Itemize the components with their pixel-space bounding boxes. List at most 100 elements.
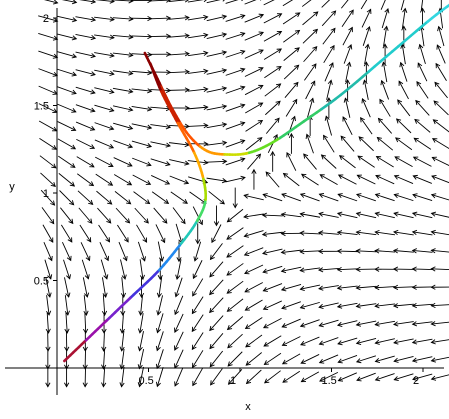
- field-arrow: [282, 0, 294, 7]
- field-arrow: [430, 339, 449, 345]
- field-arrow: [227, 333, 243, 349]
- field-arrow: [261, 231, 283, 237]
- field-arrow: [262, 265, 283, 274]
- field-arrow: [337, 174, 357, 185]
- field-arrow: [174, 295, 184, 316]
- field-arrow: [187, 86, 209, 92]
- field-arrow: [206, 14, 228, 22]
- field-arrow: [244, 13, 265, 23]
- field-arrow: [300, 371, 320, 383]
- field-arrow: [112, 52, 134, 58]
- field-arrow: [392, 266, 414, 272]
- field-arrow: [64, 330, 70, 352]
- field-arrow: [131, 0, 153, 4]
- field-arrow: [45, 348, 51, 370]
- field-arrow: [119, 366, 125, 388]
- field-arrow: [299, 267, 321, 273]
- field-arrow: [75, 86, 96, 95]
- field-arrow: [320, 154, 337, 169]
- field-arrow: [57, 86, 77, 95]
- field-arrow: [318, 193, 339, 202]
- field-arrow: [192, 367, 204, 387]
- field-arrow: [98, 224, 111, 243]
- field-arrow: [336, 266, 358, 273]
- field-arrow: [411, 229, 433, 236]
- field-arrow: [264, 66, 282, 79]
- field-arrow: [299, 211, 321, 218]
- field-arrow: [299, 301, 320, 310]
- field-arrow: [244, 67, 264, 77]
- field-arrow: [317, 267, 339, 273]
- field-arrow: [360, 116, 373, 135]
- field-arrow: [434, 81, 448, 99]
- field-arrow: [174, 277, 183, 298]
- field-arrow: [44, 259, 53, 280]
- field-arrow: [418, 43, 426, 64]
- field-arrow: [174, 331, 184, 351]
- field-arrow: [56, 15, 78, 23]
- field-arrow: [94, 122, 115, 131]
- field-arrow: [393, 338, 414, 345]
- field-arrow: [411, 302, 433, 309]
- field-arrow: [168, 33, 190, 39]
- field-arrow: [112, 0, 134, 4]
- field-arrow: [430, 284, 449, 290]
- field-arrow: [226, 298, 244, 312]
- field-arrow: [400, 0, 405, 11]
- field-arrow: [119, 330, 125, 352]
- field-arrow: [156, 277, 163, 298]
- field-arrow: [75, 104, 96, 113]
- field-arrow: [430, 193, 449, 201]
- field-arrow: [436, 44, 446, 64]
- field-arrow: [226, 245, 244, 258]
- field-arrow: [113, 122, 134, 131]
- field-arrow: [139, 259, 145, 281]
- field-arrow: [377, 117, 393, 134]
- field-arrow: [343, 97, 351, 118]
- field-arrow: [112, 34, 134, 40]
- field-arrow: [225, 157, 246, 166]
- field-arrow: [338, 155, 356, 169]
- field-arrow: [364, 43, 370, 65]
- trajectory-segment: [403, 34, 412, 43]
- field-arrow: [76, 156, 95, 168]
- field-arrow: [97, 207, 112, 224]
- field-arrow: [244, 84, 264, 96]
- field-arrow: [375, 156, 394, 168]
- field-arrow: [192, 206, 203, 226]
- field-arrow: [206, 0, 225, 4]
- field-arrow: [263, 317, 282, 329]
- field-arrow: [343, 44, 353, 64]
- field-arrow: [150, 15, 172, 21]
- field-arrow: [131, 140, 153, 149]
- field-arrow: [281, 336, 301, 347]
- field-arrow: [302, 28, 319, 44]
- field-arrow: [265, 100, 281, 116]
- field-arrow: [39, 138, 58, 150]
- field-arrow: [75, 121, 96, 131]
- field-arrow: [336, 320, 358, 327]
- field-arrow: [112, 16, 134, 22]
- field-arrow: [64, 295, 70, 316]
- field-arrow: [374, 229, 396, 236]
- field-arrow: [265, 117, 280, 134]
- field-arrow: [153, 207, 168, 224]
- field-arrow: [131, 123, 153, 130]
- field-arrow: [192, 260, 203, 280]
- field-arrow: [395, 137, 413, 151]
- x-ticks: 0.5 1 1.5 2: [139, 368, 424, 387]
- field-arrow: [417, 62, 428, 82]
- field-arrow: [119, 348, 125, 370]
- field-arrow: [355, 355, 377, 364]
- field-arrow: [209, 297, 224, 314]
- field-arrow: [282, 370, 301, 383]
- field-arrow: [79, 224, 92, 243]
- x-tick: 1: [230, 368, 241, 387]
- field-arrow: [299, 193, 320, 202]
- field-arrow: [281, 301, 301, 310]
- field-arrow: [38, 120, 58, 132]
- field-arrow: [263, 13, 283, 24]
- field-arrow: [43, 241, 53, 262]
- field-arrow: [432, 119, 449, 133]
- field-arrow: [64, 312, 70, 334]
